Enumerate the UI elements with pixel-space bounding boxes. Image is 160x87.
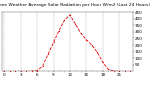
Text: Milwaukee Weather Average Solar Radiation per Hour W/m2 (Last 24 Hours): Milwaukee Weather Average Solar Radiatio… <box>0 3 150 7</box>
